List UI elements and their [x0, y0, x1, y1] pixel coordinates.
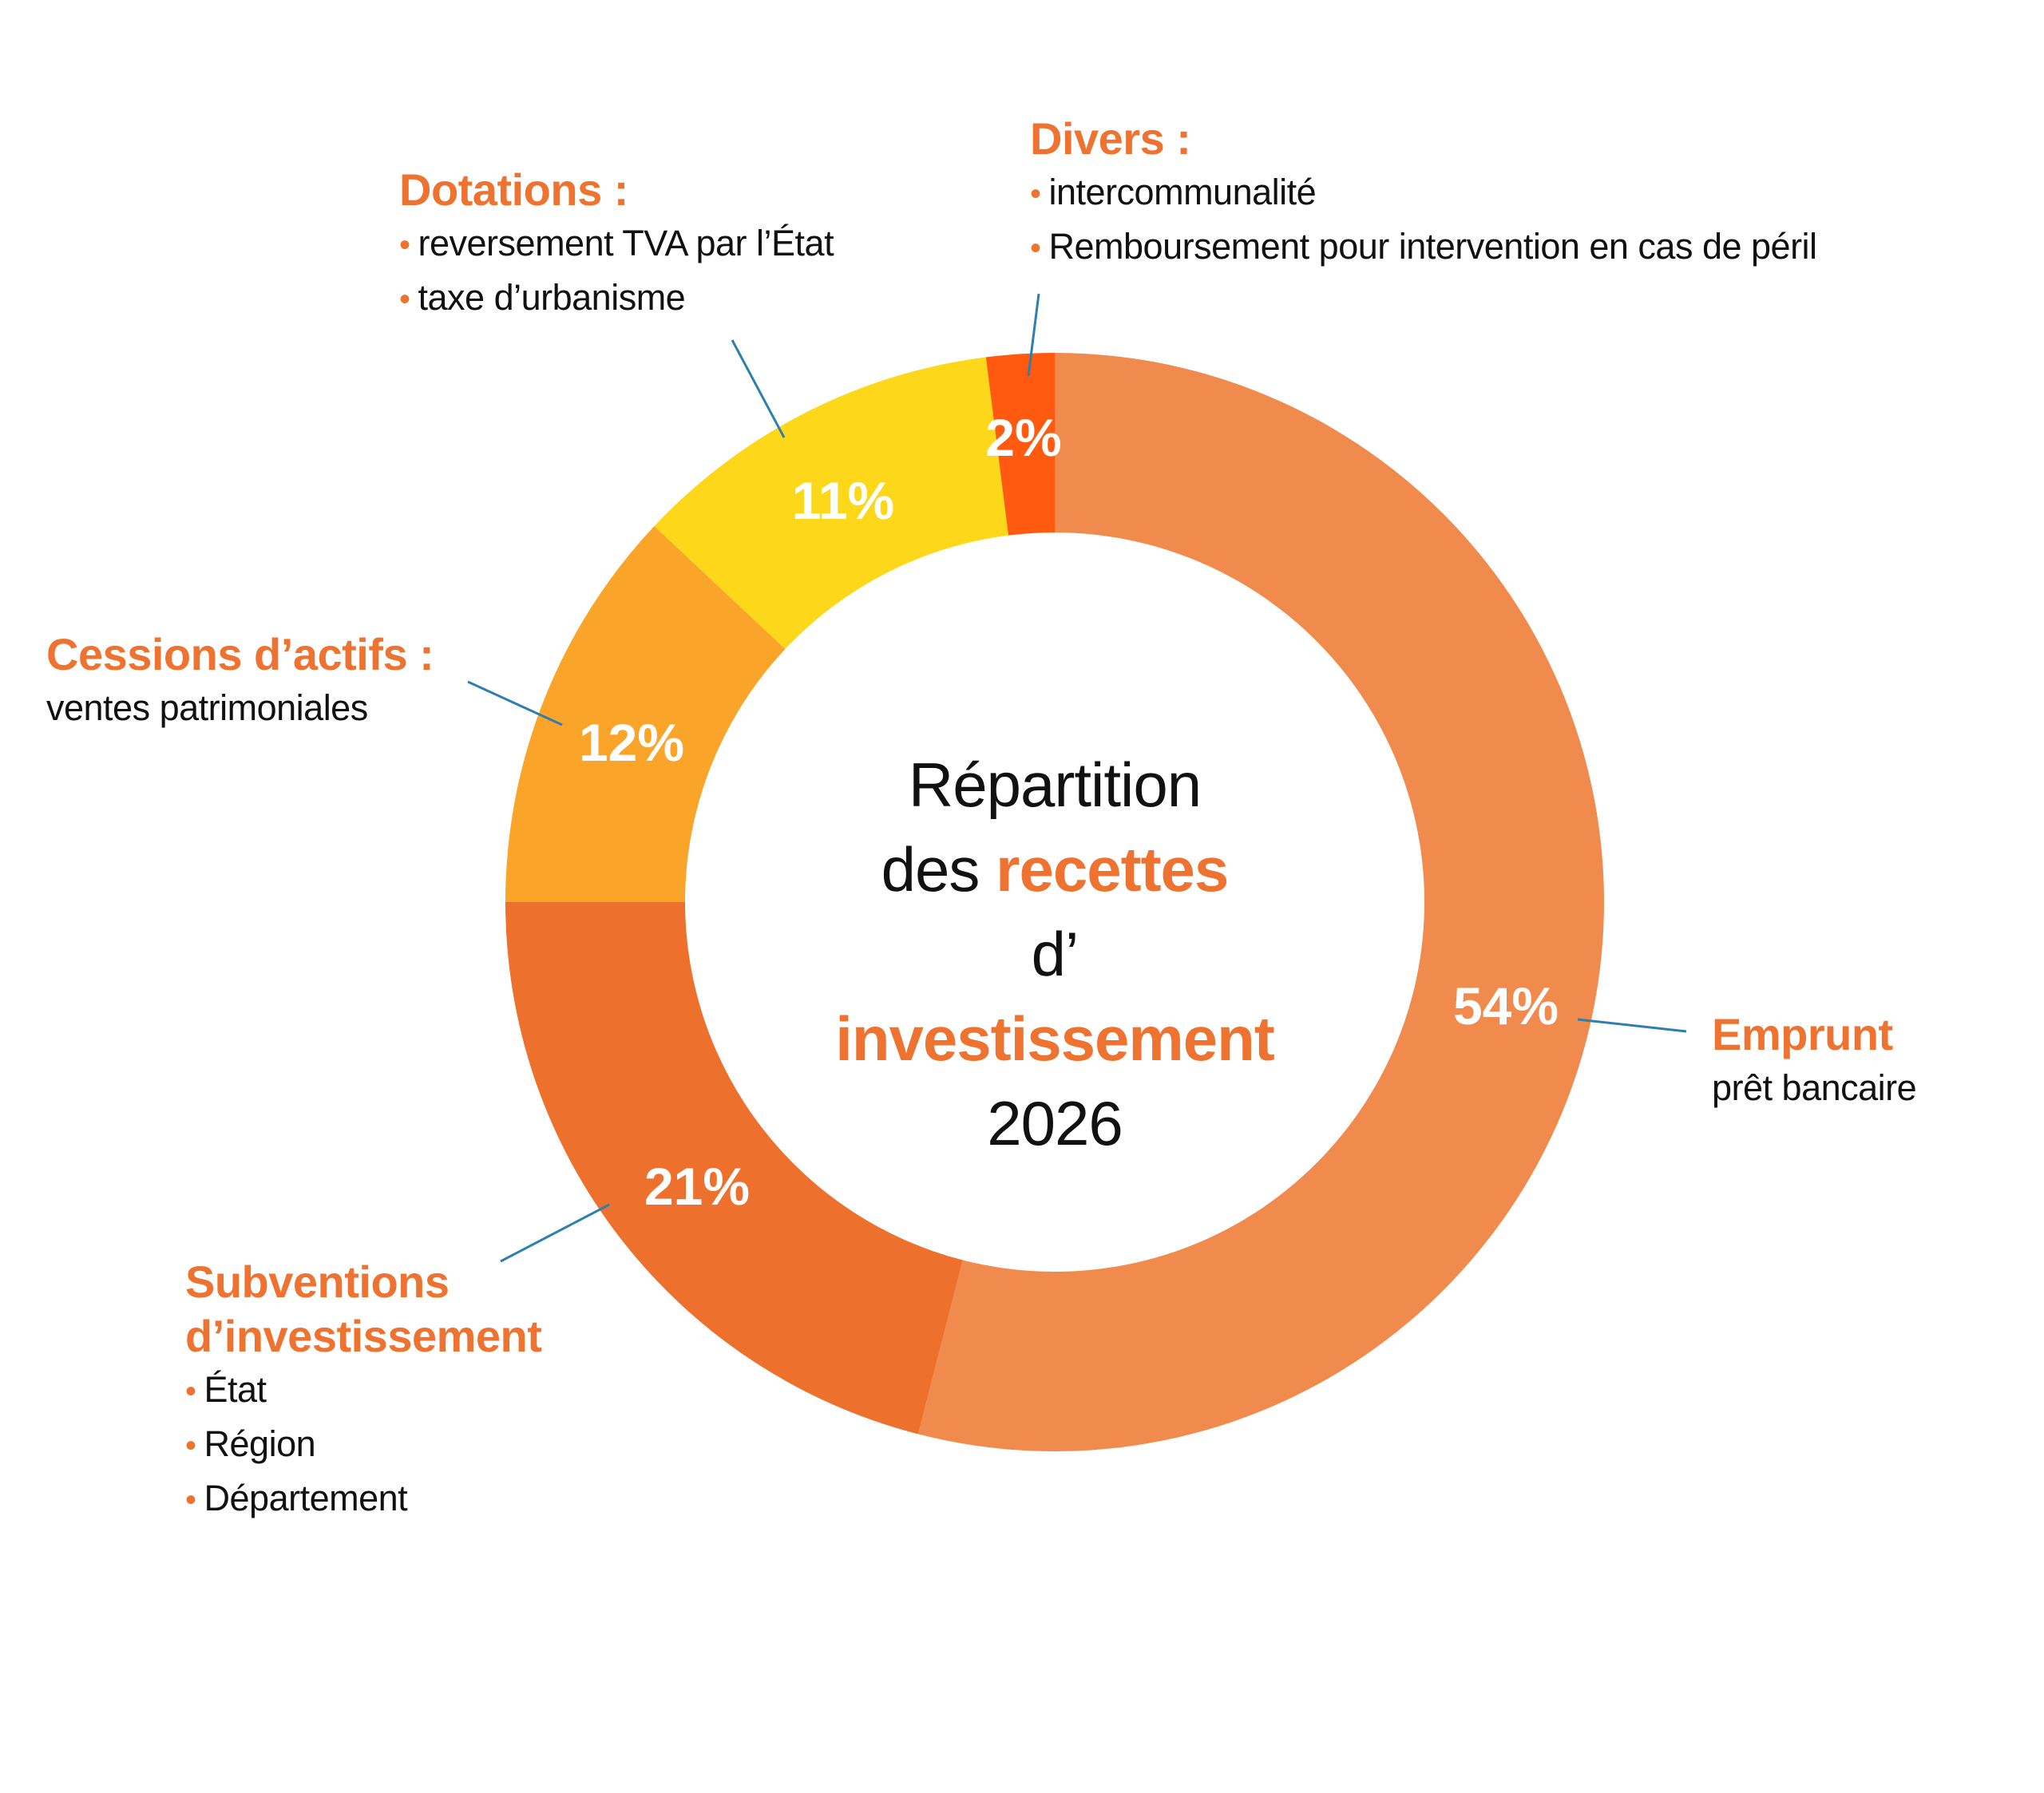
callout-divers-item-text: intercommunalité — [1048, 172, 1317, 212]
callout-divers-title: Divers : — [1030, 113, 1191, 164]
slice-subventions — [505, 902, 963, 1435]
callout-emprunt: Emprunt prêt bancaire — [1712, 1007, 1917, 1114]
callout-dotations-item: • taxe d’urbanisme — [399, 271, 834, 326]
callout-divers-item-text: Remboursement pour intervention en cas d… — [1048, 226, 1818, 267]
bullet-icon: • — [185, 1428, 196, 1463]
title-line-2: des recettes — [815, 827, 1294, 912]
bullet-icon: • — [399, 282, 410, 317]
value-label-divers: 2% — [985, 408, 1061, 467]
callout-dotations-item-text: reversement TVA par l’État — [418, 223, 834, 263]
title-line-4: 2026 — [987, 1088, 1123, 1158]
value-label-cessions: 12% — [579, 713, 684, 772]
callout-divers-item: • Remboursement pour intervention en cas … — [1030, 220, 1817, 275]
callout-emprunt-title: Emprunt — [1712, 1009, 1893, 1059]
value-label-emprunt: 54% — [1453, 976, 1559, 1035]
bullet-icon: • — [185, 1482, 196, 1518]
title-highlight-investissement: investissement — [835, 1003, 1275, 1074]
callout-dotations: Dotations : • reversement TVA par l’État … — [399, 163, 834, 326]
slice-cessions — [505, 526, 786, 902]
callout-subventions: Subventions d’investissement • État • Régi… — [185, 1255, 542, 1526]
slice-emprunt — [917, 353, 1604, 1451]
leader-line-cessions — [467, 680, 563, 726]
slice-divers — [985, 353, 1055, 536]
callout-subventions-item-text: État — [204, 1369, 267, 1410]
callout-dotations-item: • reversement TVA par l’État — [399, 217, 834, 271]
callout-cessions-title: Cessions d’actifs : — [46, 629, 434, 679]
callout-dotations-title: Dotations : — [399, 164, 628, 215]
callout-subventions-item: • Région — [185, 1418, 541, 1472]
bullet-icon: • — [1030, 176, 1041, 212]
chart-title: Répartition des recettes d’ investisseme… — [815, 742, 1294, 1166]
title-line-3: d’ investissement — [815, 912, 1294, 1081]
callout-emprunt-item: prêt bancaire — [1712, 1067, 1917, 1108]
bullet-icon: • — [399, 228, 410, 263]
value-labels: 54% 21% 12% 11% 2% — [579, 408, 1559, 1216]
callout-subventions-item-text: Département — [204, 1478, 408, 1518]
callout-cessions-item: ventes patrimoniales — [46, 687, 368, 728]
callout-subventions-title-line-1: Subventions — [185, 1257, 450, 1307]
callout-subventions-item: • État — [185, 1364, 541, 1418]
callout-dotations-item-text: taxe d’urbanisme — [418, 277, 686, 318]
value-label-dotations: 11% — [792, 471, 894, 530]
leader-line-subventions — [500, 1203, 610, 1263]
title-highlight-recettes: recettes — [996, 834, 1229, 904]
bullet-icon: • — [185, 1374, 196, 1409]
donut-slices — [505, 353, 1604, 1451]
title-line-2-prefix: des — [881, 834, 996, 904]
title-line-3-prefix: d’ — [1031, 919, 1079, 989]
leader-line-divers — [1027, 293, 1040, 377]
callout-divers: Divers : • intercommunalité • Remboursemen… — [1030, 112, 1817, 275]
leader-lines — [467, 293, 1687, 1263]
slice-dotations — [654, 357, 1008, 650]
leader-line-emprunt — [1577, 1018, 1687, 1033]
bullet-icon: • — [1030, 231, 1041, 266]
callout-cessions: Cessions d’actifs : ventes patrimoniales — [46, 627, 434, 734]
value-label-subventions: 21% — [644, 1157, 750, 1216]
title-line-1: Répartition — [908, 750, 1202, 820]
callout-subventions-item: • Département — [185, 1472, 541, 1526]
callout-subventions-title-line-2: d’investissement — [185, 1311, 542, 1361]
callout-subventions-item-text: Région — [204, 1423, 316, 1464]
leader-line-dotations — [731, 339, 786, 438]
callout-divers-item: • intercommunalité — [1030, 166, 1817, 220]
